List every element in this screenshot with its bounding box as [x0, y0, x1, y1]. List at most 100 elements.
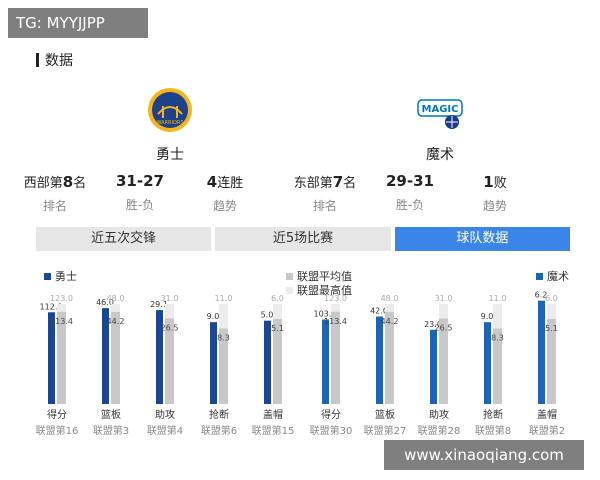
stat-label: 趋势	[482, 199, 507, 213]
value-label: 11.0	[215, 294, 233, 303]
legend-team1: 勇士	[44, 268, 77, 284]
rank-label: 联盟第15	[252, 424, 295, 437]
legend-max: 联盟最高值	[286, 282, 352, 298]
legend-max-label: 联盟最高值	[297, 284, 352, 297]
team-warriors: WARRIORS 勇士	[140, 86, 200, 164]
legend-team2-label: 魔术	[547, 270, 569, 283]
value-label: 8.3	[217, 334, 230, 343]
legend-team1-label: 勇士	[55, 270, 77, 283]
title-bar	[36, 53, 39, 67]
rank-label: 联盟第6	[201, 424, 237, 437]
bar-联盟最高值-篮板	[385, 304, 394, 404]
tab-team-data[interactable]: 球队数据	[394, 227, 570, 251]
legend-avg-label: 联盟平均值	[297, 270, 352, 283]
value-label: 5.1	[545, 324, 558, 333]
legend-avg-swatch	[286, 272, 293, 280]
bar-联盟平均值-助攻	[165, 318, 174, 404]
category-label: 盖帽	[263, 408, 283, 421]
bar-联盟平均值-得分	[57, 311, 66, 404]
tab-recent-games[interactable]: 近5场比赛	[215, 227, 391, 251]
bar-勇士-盖帽	[264, 320, 271, 404]
value-label: 123.0	[50, 294, 73, 303]
bar-联盟平均值-盖帽	[547, 319, 556, 404]
stat-value: 31-27	[116, 172, 164, 190]
category-label: 篮板	[101, 408, 121, 421]
bar-联盟平均值-篮板	[111, 311, 120, 404]
legend-team2: 魔术	[536, 268, 569, 284]
value-label: 113.4	[50, 317, 73, 326]
stat-magic-排名: 东部第7名 排名	[285, 172, 365, 214]
stat-value: 1败	[483, 173, 507, 191]
watermark-top: TG: MYYJJPP	[8, 8, 148, 38]
value-label: 26.5	[435, 324, 453, 333]
bar-联盟最高值-助攻	[439, 304, 448, 404]
value-label: 9.0	[207, 312, 220, 321]
bar-联盟最高值-抢断	[493, 304, 502, 404]
value-label: 48.0	[381, 294, 399, 303]
section-title: 数据	[36, 50, 73, 70]
stat-label: 胜-负	[125, 198, 155, 212]
bar-联盟平均值-篮板	[385, 311, 394, 404]
bar-联盟平均值-得分	[331, 311, 340, 404]
bar-魔术-盖帽	[538, 300, 545, 404]
value-label: 112.8	[40, 302, 63, 311]
value-label: 6.0	[545, 294, 558, 303]
rank-label: 联盟第8	[475, 424, 511, 437]
bar-联盟平均值-助攻	[439, 318, 448, 404]
bar-联盟最高值-盖帽	[547, 304, 556, 404]
value-label: 5.0	[261, 311, 274, 320]
bar-联盟平均值-盖帽	[273, 319, 282, 404]
bar-联盟平均值-抢断	[493, 328, 502, 404]
rank-label: 联盟第16	[36, 424, 79, 437]
value-label: 42.0	[370, 307, 388, 316]
value-label: 11.0	[489, 294, 507, 303]
team-magic: MAGIC 魔术	[410, 86, 470, 164]
warriors-logo-text: WARRIORS	[156, 120, 183, 126]
bar-魔术-助攻	[430, 329, 437, 404]
category-label: 得分	[47, 409, 67, 421]
bar-勇士-得分	[48, 312, 55, 404]
stat-value: 4连胜	[206, 173, 244, 191]
value-label: 26.5	[161, 324, 179, 333]
warriors-logo: WARRIORS	[148, 88, 192, 132]
section-title-text: 数据	[45, 53, 73, 69]
value-label: 44.2	[381, 317, 399, 326]
value-label: 23.0	[424, 320, 442, 329]
rank-label: 联盟第4	[147, 424, 183, 437]
bar-勇士-篮板	[102, 308, 109, 404]
stat-magic-胜-负: 29-31 胜-负	[370, 172, 450, 213]
value-label: 48.0	[107, 294, 125, 303]
category-label: 抢断	[209, 408, 229, 421]
category-label: 得分	[321, 409, 341, 421]
magic-logo: MAGIC	[417, 99, 463, 129]
team-name-warriors: 勇士	[156, 147, 184, 163]
team-name-magic: 魔术	[426, 147, 454, 163]
value-label: 9.0	[481, 312, 494, 321]
category-label: 盖帽	[537, 408, 557, 421]
rank-label: 联盟第2	[529, 424, 565, 437]
rank-label: 联盟第27	[364, 424, 407, 437]
tab-bar: 近五次交锋 近5场比赛 球队数据	[36, 227, 570, 251]
rank-label: 联盟第3	[93, 424, 129, 437]
bar-联盟最高值-得分	[331, 304, 340, 404]
value-label: 31.0	[435, 294, 453, 303]
bar-联盟最高值-篮板	[111, 304, 120, 404]
legend-avg: 联盟平均值	[286, 268, 352, 284]
value-label: 5.1	[271, 324, 284, 333]
value-label: 113.4	[324, 317, 347, 326]
tab-recent-matchups[interactable]: 近五次交锋	[36, 227, 212, 251]
value-label: 8.3	[491, 334, 504, 343]
legend-max-swatch	[286, 286, 293, 294]
value-label: 6.0	[271, 294, 284, 303]
value-label: 46.0	[96, 298, 114, 307]
bar-勇士-抢断	[210, 322, 217, 404]
category-label: 助攻	[429, 408, 449, 421]
legend-team1-swatch	[44, 272, 51, 280]
stat-warriors-趋势: 4连胜 趋势	[185, 172, 265, 214]
value-label: 44.2	[107, 317, 125, 326]
bar-联盟最高值-抢断	[219, 304, 228, 404]
bar-联盟最高值-得分	[57, 304, 66, 404]
stat-value: 29-31	[386, 172, 434, 190]
stat-warriors-胜-负: 31-27 胜-负	[100, 172, 180, 213]
value-label: 29.1	[150, 300, 168, 309]
